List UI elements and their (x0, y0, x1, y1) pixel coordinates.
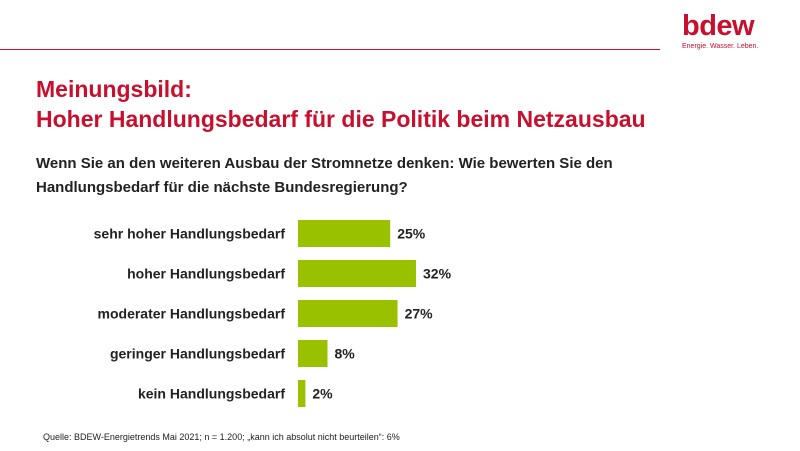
value-label: 27% (405, 306, 434, 322)
category-label: geringer Handlungsbedarf (110, 346, 285, 362)
logo-claim: Energie. Wasser. Leben. (682, 43, 759, 50)
source-note: Quelle: BDEW-Energietrends Mai 2021; n =… (43, 432, 400, 442)
bar (298, 380, 306, 407)
category-label: moderater Handlungsbedarf (98, 306, 286, 322)
value-label: 8% (335, 346, 356, 362)
bar (298, 340, 328, 367)
value-label: 2% (312, 386, 333, 402)
category-label: sehr hoher Handlungsbedarf (94, 226, 286, 242)
bdew-logo: bdew Energie. Wasser. Leben. (678, 10, 788, 56)
logo-wordmark: bdew (682, 10, 755, 42)
header-divider (0, 49, 660, 50)
bar (298, 260, 416, 287)
bar (298, 300, 398, 327)
slide-title-line-1: Meinungsbild: (36, 76, 192, 102)
category-label: kein Handlungsbedarf (138, 386, 285, 402)
value-label: 32% (423, 266, 452, 282)
survey-question: Wenn Sie an den weiteren Ausbau der Stro… (36, 155, 613, 196)
value-label: 25% (397, 226, 426, 242)
slide-title-line-2: Hoher Handlungsbedarf für die Politik be… (36, 106, 646, 132)
slide-title: Meinungsbild: Hoher Handlungsbedarf für … (36, 74, 646, 134)
category-label: hoher Handlungsbedarf (127, 266, 285, 282)
bar (298, 220, 391, 247)
bar-chart: sehr hoher Handlungsbedarf 25% hoher Handl… (94, 220, 452, 407)
